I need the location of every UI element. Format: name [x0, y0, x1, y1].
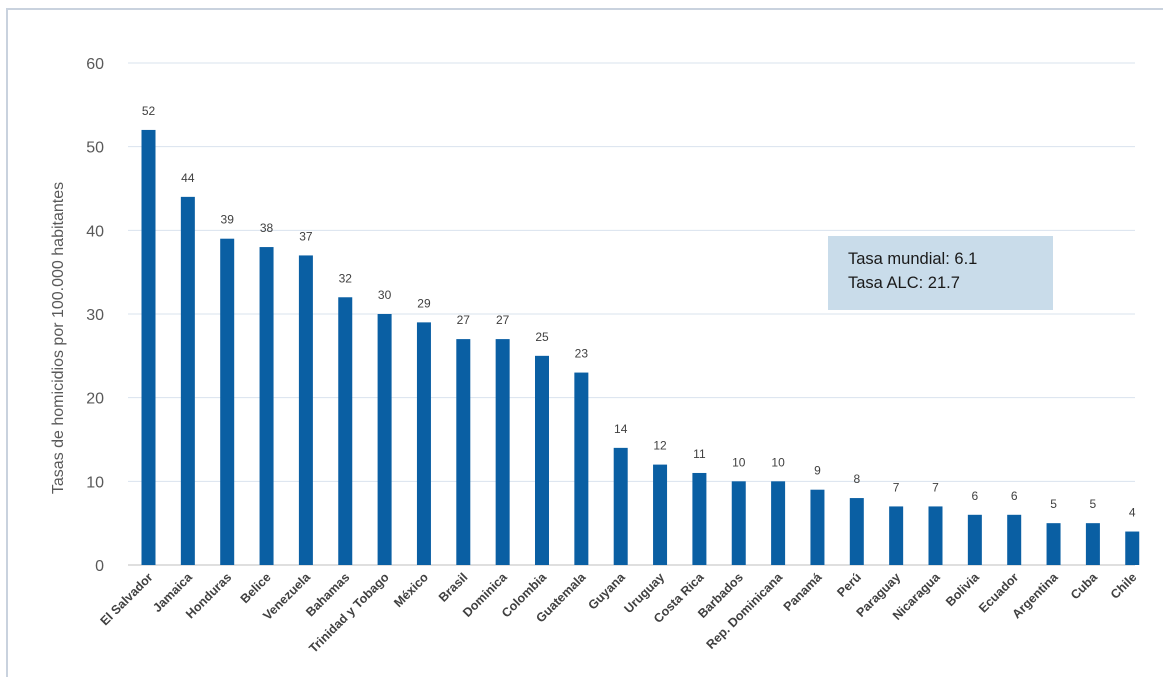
bar [377, 314, 392, 565]
bar [731, 481, 746, 565]
data-label: 27 [457, 313, 471, 327]
bar [416, 322, 431, 565]
data-label: 5 [1090, 497, 1097, 511]
y-axis-label: Tasas de homicidios por 100.000 habitant… [50, 182, 67, 494]
x-tick-label: Chile [1108, 570, 1140, 602]
data-label: 7 [932, 480, 939, 494]
y-tick-label: 30 [86, 307, 104, 324]
data-label: 25 [535, 330, 549, 344]
data-label: 10 [771, 455, 785, 469]
bar [653, 464, 668, 565]
bar [771, 481, 786, 565]
bar [1085, 523, 1100, 565]
data-label: 29 [417, 296, 431, 310]
chart-frame [6, 8, 1163, 677]
data-label: 6 [1011, 489, 1018, 503]
data-label: 14 [614, 422, 628, 436]
bar [141, 129, 156, 565]
data-labels: 52 44 39 38 37 32 30 29 27 27 25 23 14 12 11 10 10 9 8 7 7 6 6… [142, 104, 1136, 520]
y-tick-label: 20 [86, 391, 104, 408]
data-label: 7 [893, 480, 900, 494]
gridlines [128, 62, 1135, 566]
bar [613, 447, 628, 565]
data-label: 52 [142, 104, 156, 118]
data-label: 39 [221, 213, 235, 227]
x-tick-label: Belice [238, 570, 274, 606]
x-tick-label: Cuba [1068, 569, 1101, 602]
bar [967, 514, 982, 565]
y-axis-ticks: 0 10 20 30 40 50 60 [86, 56, 104, 575]
bar [338, 297, 353, 565]
data-label: 5 [1050, 497, 1057, 511]
annotation-box: Tasa mundial: 6.1 Tasa ALC: 21.7 [828, 236, 1053, 310]
x-tick-label: Bolivia [943, 569, 983, 609]
data-label: 10 [732, 455, 746, 469]
bar [574, 372, 589, 565]
bar [810, 489, 825, 565]
data-label: 32 [339, 271, 353, 285]
bars [141, 129, 1140, 566]
y-tick-label: 40 [86, 223, 104, 240]
data-label: 8 [853, 472, 860, 486]
bar [849, 498, 864, 565]
data-label: 37 [299, 229, 313, 243]
data-label: 9 [814, 464, 821, 478]
data-label: 27 [496, 313, 510, 327]
x-tick-label: Panamá [781, 570, 825, 614]
bar [889, 506, 904, 565]
data-label: 4 [1129, 506, 1136, 520]
y-tick-label: 10 [86, 474, 104, 491]
bar [298, 255, 313, 565]
x-tick-label: Rep. Dominicana [704, 569, 786, 651]
x-tick-label: México [391, 570, 431, 610]
annotation-lac-rate: Tasa ALC: 21.7 [848, 274, 960, 292]
data-label: 38 [260, 221, 274, 235]
bar [928, 506, 943, 565]
y-tick-label: 50 [86, 140, 104, 157]
x-tick-label: Perú [834, 570, 864, 600]
data-label: 23 [575, 347, 589, 361]
y-tick-label: 0 [95, 558, 104, 575]
bar [220, 238, 235, 565]
bar [180, 196, 195, 565]
data-label: 30 [378, 288, 392, 302]
x-tick-label: El Salvador [98, 570, 156, 628]
bar [1125, 531, 1140, 565]
bar [456, 339, 471, 565]
bar [495, 339, 510, 565]
data-label: 12 [653, 439, 667, 453]
x-tick-label: Brasil [436, 570, 470, 604]
bar [1046, 523, 1061, 565]
y-tick-label: 60 [86, 56, 104, 73]
data-label: 44 [181, 171, 195, 185]
bar [692, 472, 707, 565]
bar [259, 247, 274, 566]
data-label: 6 [972, 489, 979, 503]
annotation-world-rate: Tasa mundial: 6.1 [848, 250, 978, 268]
bar [535, 355, 549, 565]
data-label: 11 [693, 447, 706, 461]
bar [1007, 514, 1022, 565]
